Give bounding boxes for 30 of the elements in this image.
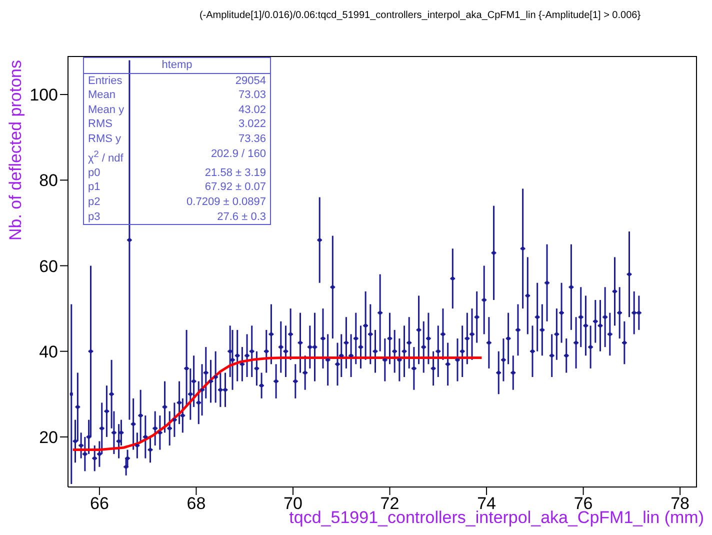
annotation: 29054 — [235, 74, 266, 88]
annotation: 67.92 ± 0.07 — [204, 180, 266, 195]
annotation: 27.6 ± 0.3 — [217, 210, 266, 224]
annotation: χ$^{2}$ / ndf — [88, 148, 124, 166]
annotation: 0.7209 ± 0.0897 — [186, 195, 266, 210]
annotation: htemp — [84, 58, 270, 74]
x-tick-label: 66 — [90, 494, 109, 514]
annotation: 43.02 — [238, 102, 266, 118]
annotation: p0 — [88, 166, 100, 180]
y-tick-label: 40 — [39, 342, 58, 362]
annotation: 73.03 — [238, 88, 266, 103]
annotation: 202.9 / 160 — [210, 146, 266, 162]
x-tick-label: 68 — [186, 494, 206, 514]
annotation: p3 — [88, 210, 100, 224]
y-tick-label: 20 — [39, 428, 58, 447]
annotation: 3.022 — [238, 117, 266, 132]
annotation: Mean y — [88, 102, 124, 118]
annotation: Entries — [88, 74, 122, 88]
annotation: 21.58 ± 3.19 — [204, 166, 266, 180]
annotation: p2 — [88, 195, 100, 210]
annotation: RMS — [88, 117, 112, 132]
annotation: p1 — [88, 180, 100, 195]
chart-title: (-Amplitude[1]/0.016)/0.06:tqcd_51991_controllers_interpol_aka_CpFM1_lin {-Amplitude[1] > 0.006} — [198, 10, 642, 21]
y-tick-label: 60 — [39, 256, 58, 276]
annotation: RMS y — [88, 132, 121, 147]
y-tick-label: 100 — [30, 86, 58, 105]
annotation: 73.36 — [238, 132, 266, 147]
y-tick-label: 80 — [39, 171, 58, 190]
y-axis-title: Nb. of deflected protons — [6, 60, 26, 243]
annotation: Mean — [88, 88, 116, 103]
